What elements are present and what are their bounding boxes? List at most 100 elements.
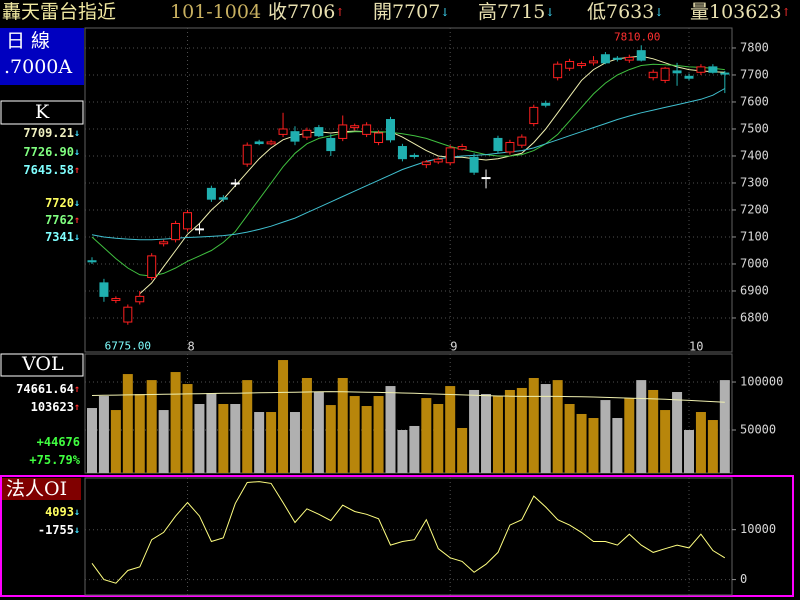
y-tick-label: 7800 <box>740 40 769 54</box>
candle-body <box>684 75 694 79</box>
volume-bar <box>337 377 348 473</box>
value-arrow: ↓ <box>74 128 80 139</box>
indicator-value: +44676 <box>37 435 80 449</box>
candle-body <box>266 141 276 145</box>
volume-bar <box>182 384 193 473</box>
volume-bar <box>110 410 121 473</box>
price-panel <box>84 27 733 353</box>
quote-text: 開7707 <box>373 1 440 23</box>
value-arrow: ↓ <box>74 147 80 158</box>
base: .7000A <box>4 56 72 78</box>
x-tick-label: 8 <box>188 340 195 354</box>
candle-body <box>123 306 133 323</box>
volume-bar <box>373 396 384 473</box>
volume-bar <box>636 380 647 473</box>
candle-body <box>374 132 384 143</box>
candle-body <box>648 71 658 79</box>
vol-box <box>0 353 84 377</box>
candle-body <box>135 295 145 303</box>
y-tick-label: 6900 <box>740 283 769 297</box>
quote-arrow: ↓ <box>440 6 449 19</box>
indicator-value: 7709.21↓ <box>23 126 80 140</box>
volume-bar <box>122 374 133 473</box>
candle-body <box>529 106 539 125</box>
quote: 低7633↓ <box>587 1 664 23</box>
candle-body <box>541 102 551 106</box>
quote-text: 低7633 <box>587 1 654 23</box>
value-arrow: ↑ <box>74 384 80 395</box>
volume-bar <box>672 392 683 473</box>
volume-bar <box>194 403 205 473</box>
volume-bar <box>624 398 635 473</box>
value-arrow: ↑ <box>74 165 80 176</box>
quote-arrow: ↓ <box>654 6 663 19</box>
volume-bar <box>278 360 289 473</box>
indicator-value: +75.79% <box>29 453 80 467</box>
quote-arrow: ↑ <box>335 6 344 19</box>
candle-body <box>553 63 563 79</box>
value-arrow: ↓ <box>74 198 80 209</box>
candle-body <box>194 228 204 231</box>
candle-body <box>206 187 216 200</box>
volume-bar <box>421 398 432 473</box>
volume-bar <box>516 387 527 473</box>
volume-bar <box>313 392 324 473</box>
y-tick-label: 7700 <box>740 67 769 81</box>
candle-body <box>171 222 181 241</box>
x-tick-label: 10 <box>689 340 703 354</box>
value-text: 7720 <box>45 196 74 210</box>
volume-bar <box>98 396 109 473</box>
candle-body <box>636 50 646 61</box>
candle-body <box>457 146 467 150</box>
candle-body <box>624 56 634 61</box>
volume-bar <box>349 396 360 473</box>
candle-body <box>278 128 288 135</box>
volume-bar <box>660 410 671 473</box>
volume-bar <box>433 403 444 473</box>
candle-body <box>696 66 706 73</box>
indicator-value: 74661.64↑ <box>16 382 80 396</box>
candle-body <box>159 241 169 245</box>
volume-bar <box>218 403 229 473</box>
value-text: 7709.21 <box>23 126 74 140</box>
indicator-value: 7720↓ <box>45 196 80 210</box>
volume-bar <box>540 384 551 473</box>
volume-bar <box>301 377 312 473</box>
y-tick-label: 100000 <box>740 375 783 389</box>
volume-bar <box>457 427 468 473</box>
oi-label: 法人OI <box>6 478 67 500</box>
indicator-value: 7341↓ <box>45 230 80 244</box>
quote-arrow: ↓ <box>545 6 554 19</box>
sidebar-values: 7709.21↓7726.90↓7645.58↑7720↓7762↑7341↓7… <box>16 126 81 537</box>
y-tick-label: 7600 <box>740 94 769 108</box>
k-label: K <box>35 101 50 123</box>
y-tick-label: 7100 <box>740 229 769 243</box>
candle-body <box>230 182 240 185</box>
candle-body <box>362 124 372 135</box>
value-text: +44676 <box>37 435 80 449</box>
volume-bar <box>325 405 336 473</box>
value-arrow: ↑ <box>74 402 80 413</box>
volume-bar <box>528 377 539 473</box>
volume-bar <box>385 386 396 473</box>
candle-body <box>469 156 479 173</box>
volume-bar <box>504 389 515 473</box>
volume-bar <box>469 389 480 473</box>
candle-body <box>350 125 360 129</box>
volume-bar <box>242 380 253 473</box>
volume-bar <box>588 418 599 473</box>
candle-body <box>672 70 682 74</box>
volume-bar <box>289 412 300 473</box>
value-text: 103623 <box>31 400 74 414</box>
candle-body <box>517 136 527 146</box>
indicator-value: 7762↑ <box>45 213 80 227</box>
value-arrow: ↓ <box>74 232 80 243</box>
candle-body <box>493 137 503 152</box>
candle-body <box>612 57 622 60</box>
candle-body <box>397 146 407 160</box>
candle-body <box>87 260 97 263</box>
value-text: 74661.64 <box>16 382 74 396</box>
volume-bar <box>445 386 456 473</box>
